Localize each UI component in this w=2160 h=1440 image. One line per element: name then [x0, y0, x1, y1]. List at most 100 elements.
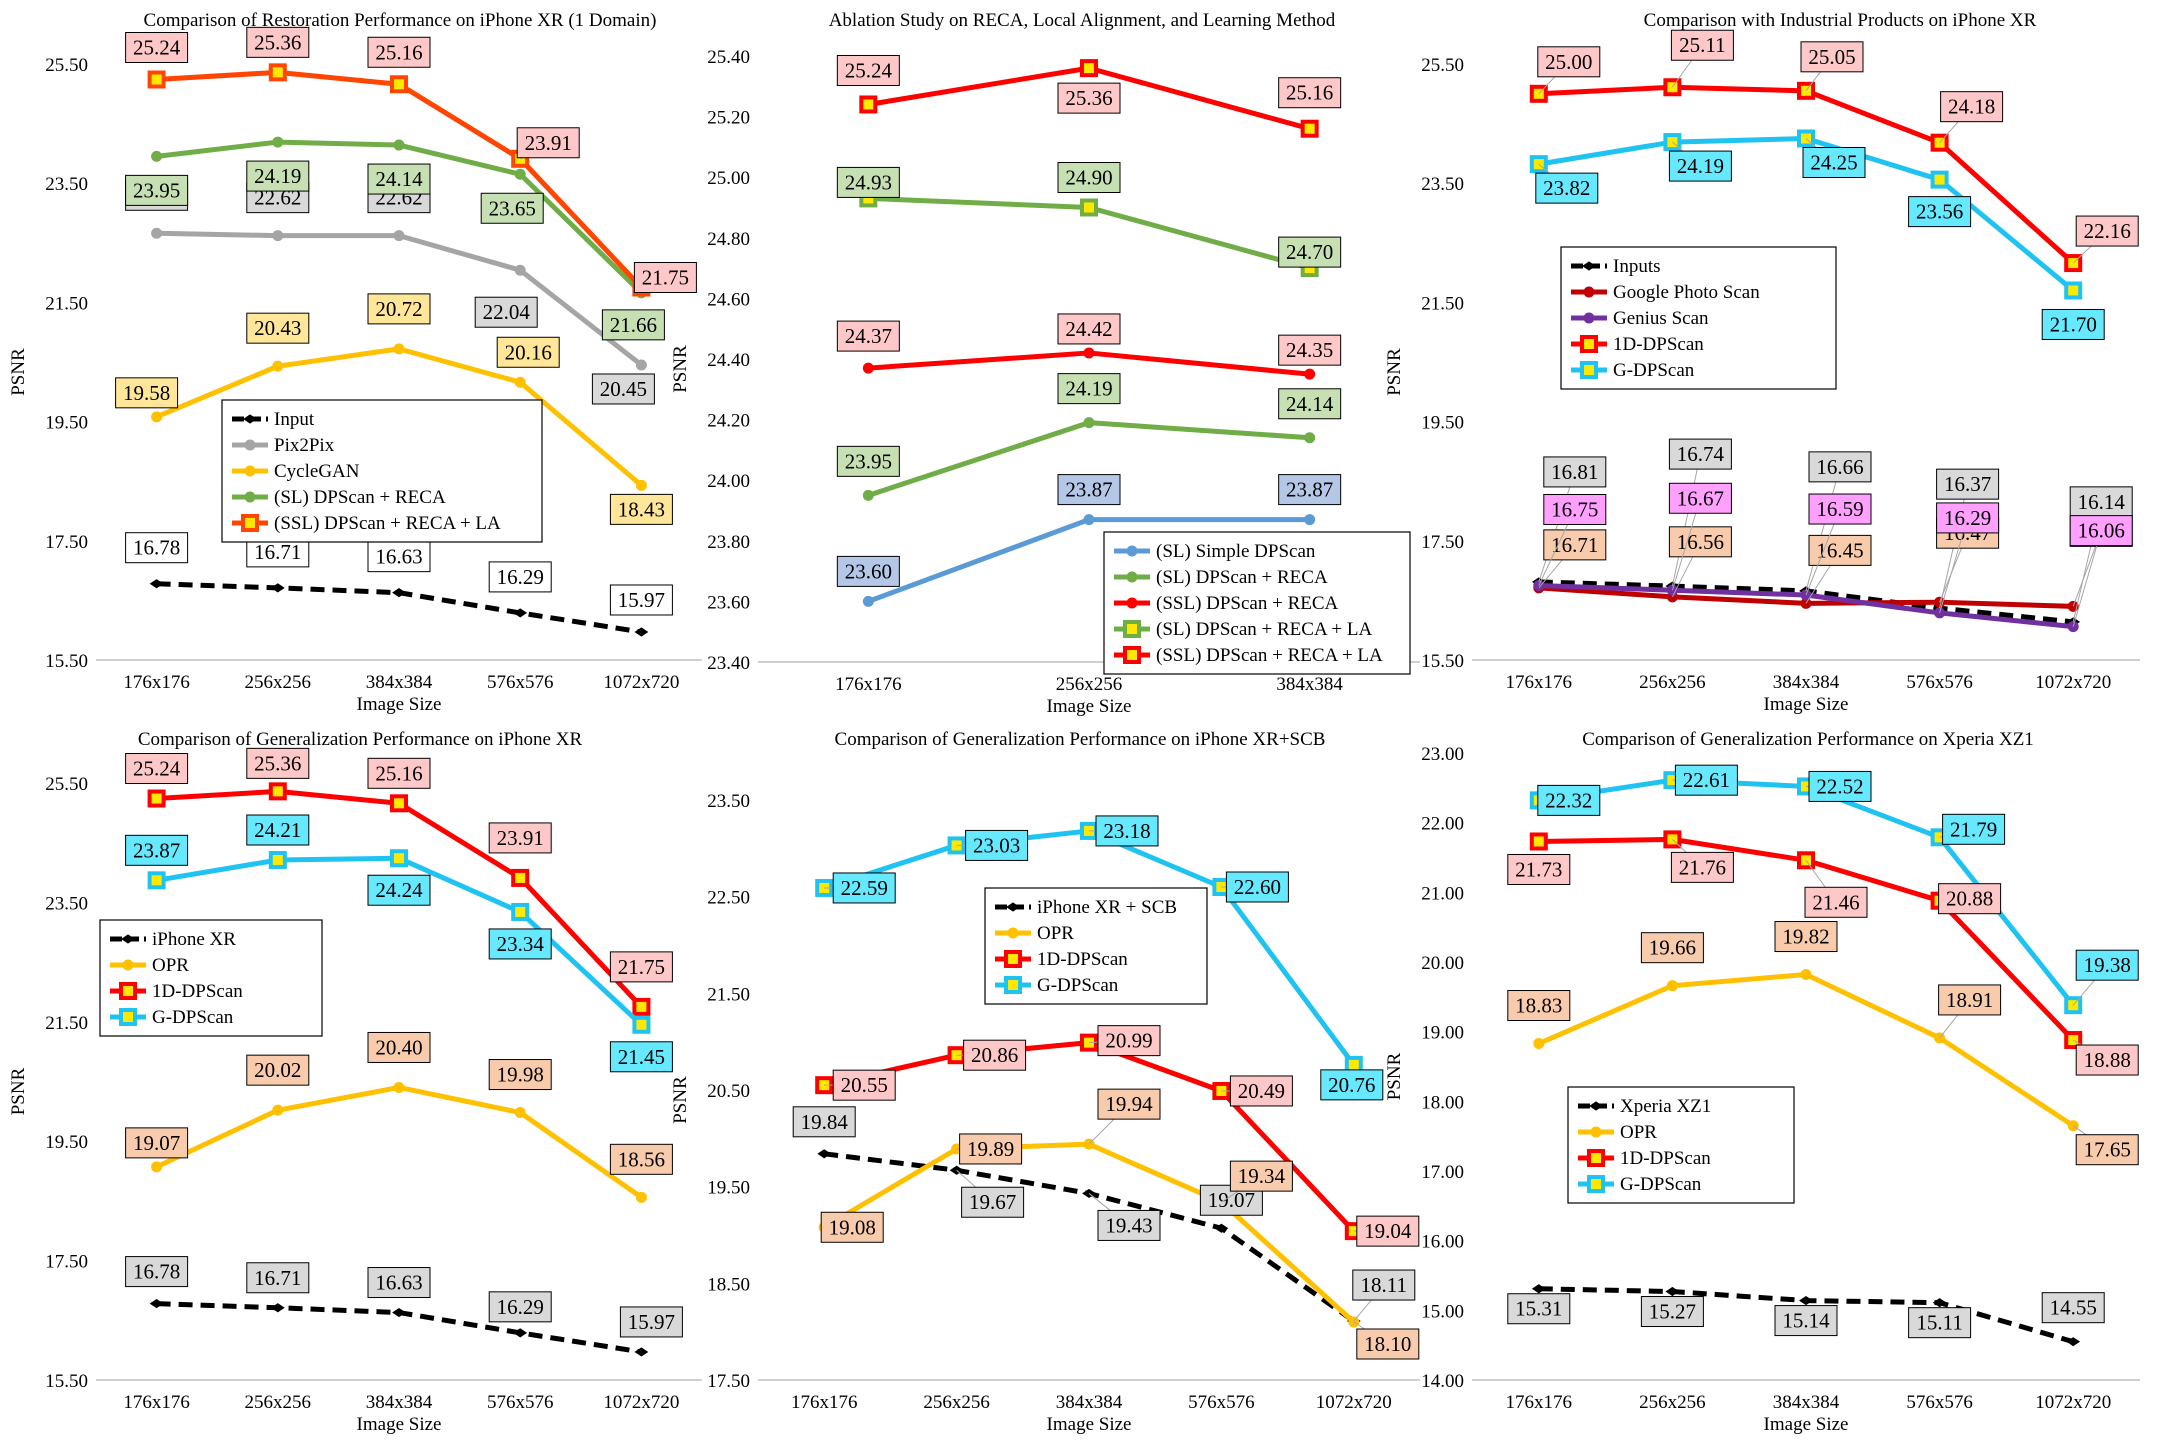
- data-point-marker: [393, 230, 405, 242]
- data-label-box: [1543, 494, 1607, 525]
- data-label: 23.87: [1065, 478, 1112, 502]
- data-label-box: [1278, 474, 1342, 506]
- data-label: 23.56: [1916, 200, 1963, 224]
- data-point-marker: [513, 608, 528, 618]
- data-label: 16.75: [1551, 498, 1598, 522]
- data-point-marker: [634, 627, 649, 637]
- legend-entry: CycleGAN: [274, 461, 360, 482]
- y-axis-label: PSNR: [1384, 1052, 1405, 1100]
- data-point-marker: [119, 982, 137, 1000]
- data-label: 21.66: [610, 313, 657, 337]
- legend-box: [221, 399, 543, 543]
- data-point-marker: [244, 491, 256, 503]
- data-label: 23.91: [525, 131, 572, 155]
- data-label-box: [246, 160, 310, 192]
- data-label-box: [1537, 46, 1601, 78]
- data-point-marker: [268, 851, 287, 870]
- data-label-box: [367, 541, 431, 573]
- data-point-marker: [244, 465, 256, 477]
- data-point-marker: [1583, 312, 1595, 324]
- x-tick-label: 1072x720: [2035, 1392, 2111, 1413]
- data-label-box: [1278, 77, 1342, 109]
- data-point-marker: [1587, 1175, 1605, 1193]
- data-point-marker: [862, 489, 874, 501]
- x-axis-label: Image Size: [357, 1414, 442, 1435]
- data-label: 16.29: [497, 1295, 544, 1319]
- x-tick-label: 384x384: [1773, 1392, 1840, 1413]
- y-tick-label: 25.50: [1421, 55, 1464, 76]
- y-tick-label: 17.50: [707, 1371, 750, 1392]
- series-3: [815, 1033, 1363, 1241]
- data-label: 21.70: [2050, 312, 2097, 336]
- legend-entry: iPhone XR + SCB: [1037, 897, 1177, 918]
- data-point-marker: [634, 1347, 649, 1357]
- y-tick-label: 22.50: [707, 888, 750, 909]
- chart-panel-6: Comparison of Generalization Performance…: [1384, 729, 2140, 1435]
- y-tick-label: 19.00: [1421, 1023, 1464, 1044]
- data-label-box: [367, 163, 431, 195]
- series-3: [862, 347, 1316, 380]
- data-point-marker: [635, 1191, 647, 1203]
- data-label-box: [963, 1039, 1027, 1071]
- data-point-marker: [1587, 1149, 1605, 1167]
- data-labels-2: 18.83 19.66 19.82 18.91 17.65: [1507, 921, 2139, 1166]
- data-point-marker: [2064, 281, 2083, 300]
- series-line: [155, 1084, 643, 1200]
- data-label-box: [367, 36, 431, 68]
- data-point-marker: [1083, 347, 1095, 359]
- data-label-box: [246, 312, 310, 344]
- data-label: 19.98: [497, 1063, 544, 1087]
- y-tick-label: 24.80: [707, 229, 750, 250]
- data-label: 20.55: [841, 1073, 888, 1097]
- legend-entry: 1D-DPScan: [1037, 949, 1128, 970]
- data-label: 25.11: [1679, 33, 1725, 57]
- data-label: 19.43: [1105, 1213, 1152, 1237]
- data-label: 16.71: [1551, 533, 1598, 557]
- data-label: 18.91: [1946, 988, 1993, 1012]
- data-label: 22.04: [483, 300, 531, 324]
- data-label-box: [488, 822, 552, 854]
- data-point-marker: [635, 479, 647, 491]
- x-tick-label: 176x176: [1506, 1392, 1573, 1413]
- data-label-box: [1674, 764, 1738, 796]
- data-point-marker: [393, 343, 405, 355]
- data-label: 21.46: [1812, 890, 1859, 914]
- data-label-box: [496, 336, 560, 368]
- data-point-marker: [514, 376, 526, 388]
- x-tick-label: 256x256: [245, 672, 312, 693]
- data-label-box: [836, 54, 900, 86]
- y-tick-label: 21.00: [1421, 883, 1464, 904]
- leader-line: [2072, 530, 2102, 627]
- data-label: 24.93: [845, 170, 892, 194]
- data-label: 16.78: [133, 536, 180, 560]
- legend: Input Pix2Pix CycleGAN (SL) DPScan + RECA (S…: [221, 399, 543, 543]
- data-label-box: [367, 293, 431, 325]
- data-point-marker: [1080, 198, 1098, 217]
- data-point-marker: [514, 264, 526, 276]
- data-label-box: [488, 561, 552, 593]
- legend-entry: OPR: [152, 955, 189, 976]
- y-tick-label: 25.20: [707, 108, 750, 129]
- data-labels-5: 25.24 25.36 25.16: [836, 54, 1342, 114]
- data-label: 23.95: [845, 449, 892, 473]
- data-point-marker: [241, 514, 259, 532]
- data-label: 16.78: [133, 1260, 180, 1284]
- data-point-marker: [1665, 1286, 1680, 1297]
- data-label-box: [633, 262, 697, 293]
- data-point-marker: [1580, 335, 1598, 353]
- data-label-box: [246, 747, 310, 779]
- legend: Inputs Google Photo Scan Genius Scan 1D-DPS…: [1560, 246, 1837, 390]
- data-label: 25.24: [133, 757, 181, 781]
- data-label-box: [1229, 1075, 1293, 1107]
- data-label-box: [1668, 438, 1732, 470]
- data-label-box: [961, 1186, 1025, 1218]
- data-label-box: [619, 1306, 683, 1338]
- data-labels-1: 16.81 16.74 16.66 16.37 16.14: [1538, 438, 2133, 622]
- y-tick-label: 20.50: [707, 1081, 750, 1102]
- data-label: 18.88: [2084, 1048, 2131, 1072]
- data-label: 25.16: [375, 40, 422, 64]
- data-label-box: [591, 373, 655, 405]
- y-tick-label: 25.00: [707, 168, 750, 189]
- data-label-box: [480, 192, 544, 224]
